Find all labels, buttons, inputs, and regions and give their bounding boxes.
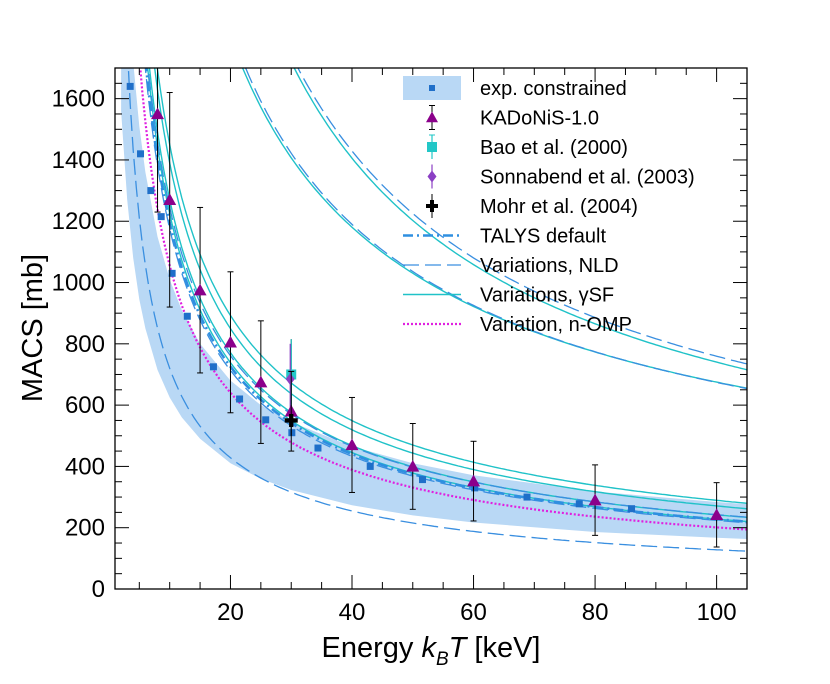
kadonis-point	[467, 474, 481, 487]
kadonis-point	[163, 193, 177, 205]
legend-kadonis-marker	[426, 111, 438, 123]
y-tick-label: 600	[65, 392, 105, 419]
gsf-variation-line-3	[153, 68, 747, 510]
exp-constrained-point	[314, 444, 322, 452]
legend-label-bao: Bao et al. (2000)	[480, 137, 628, 159]
kadonis-point	[406, 459, 420, 472]
plot-area	[121, 68, 747, 552]
exp-constrained-point	[575, 500, 583, 508]
exp-constrained-point	[209, 363, 217, 371]
nld-variation-line-4	[127, 68, 747, 552]
talys-default-line	[144, 68, 747, 523]
x-tick-label: 80	[582, 599, 609, 626]
x-title-var2: T	[449, 632, 469, 664]
exp-constrained-point	[523, 493, 531, 501]
legend-label-talys: TALYS default	[480, 226, 606, 248]
exp-constrained-point	[262, 416, 270, 424]
y-tick-label: 200	[65, 515, 105, 542]
exp-constrained-point	[126, 82, 134, 90]
x-title-pre: Energy	[321, 632, 421, 664]
kadonis-point	[193, 283, 207, 296]
exp-constrained-point	[236, 395, 244, 403]
gsf-variation-line-0	[293, 68, 747, 371]
legend-label-nld: Variations, NLD	[480, 255, 619, 277]
exp-constrained-point	[183, 312, 191, 320]
y-tick-label: 1200	[52, 208, 105, 235]
kadonis-point	[254, 375, 268, 388]
x-title-var: k	[421, 632, 437, 664]
exp-constrained-point	[418, 476, 426, 484]
exp-constrained-point	[628, 505, 636, 513]
kadonis-point	[588, 493, 602, 506]
x-tick-label: 100	[697, 599, 737, 626]
y-tick-label: 800	[65, 331, 105, 358]
y-tick-label: 400	[65, 453, 105, 480]
legend-bao-marker	[427, 142, 437, 152]
y-tick-label: 1600	[52, 86, 105, 113]
y-tick-label: 1000	[52, 270, 105, 297]
x-title-post: [keV]	[466, 632, 540, 664]
exp-constrained-point	[147, 187, 155, 195]
x-axis-title: Energy kBT [keV]	[321, 632, 540, 670]
exp-constrained-point	[168, 269, 176, 277]
legend-label-exp: exp. constrained	[480, 78, 627, 100]
nld-variation-line-1	[244, 68, 747, 390]
exp-constrained-point	[157, 213, 165, 221]
omp-variation-line	[139, 68, 747, 531]
mohr-point	[284, 413, 298, 427]
x-title-sub: B	[436, 649, 449, 670]
exp-constrained-band	[121, 68, 747, 539]
legend-label-kadonis: KADoNiS-1.0	[480, 108, 599, 130]
exp-constrained-point	[366, 462, 374, 470]
y-axis-title: MACS [mb]	[17, 254, 49, 402]
axes: 0 200 400 600 800 1000 1200 1400 1600 20 40 60 80 100	[52, 67, 748, 626]
legend-label-omp: Variation, n-OMP	[480, 314, 632, 336]
nld-variation-line-2	[147, 68, 747, 518]
exp-constrained-point	[471, 484, 479, 492]
legend-exp-marker	[429, 85, 435, 91]
legend-sonnabend-marker	[427, 170, 437, 183]
kadonis-point	[710, 508, 724, 521]
legend-mohr-marker	[426, 200, 438, 212]
exp-constrained-point	[137, 150, 145, 158]
y-tick-label: 0	[92, 576, 105, 603]
kadonis-point	[223, 335, 237, 348]
x-tick-label: 60	[460, 599, 487, 626]
y-tick-label: 1400	[52, 147, 105, 174]
legend: exp. constrained KADoNiS-1.0 Bao et al. (2…	[403, 76, 695, 336]
legend-label-mohr: Mohr et al. (2004)	[480, 196, 638, 218]
gsf-variation-line-2	[156, 68, 747, 505]
sonnabend-point	[285, 373, 295, 386]
exp-constrained-point	[288, 429, 296, 437]
kadonis-point	[151, 107, 165, 120]
kadonis-point	[345, 438, 359, 451]
nld-variation-line-0	[297, 68, 747, 365]
x-tick-label: 20	[217, 599, 244, 626]
x-tick-label: 40	[339, 599, 366, 626]
legend-label-sonnabend: Sonnabend et al. (2003)	[480, 167, 695, 189]
legend-label-gsf: Variations, γSF	[480, 285, 614, 307]
